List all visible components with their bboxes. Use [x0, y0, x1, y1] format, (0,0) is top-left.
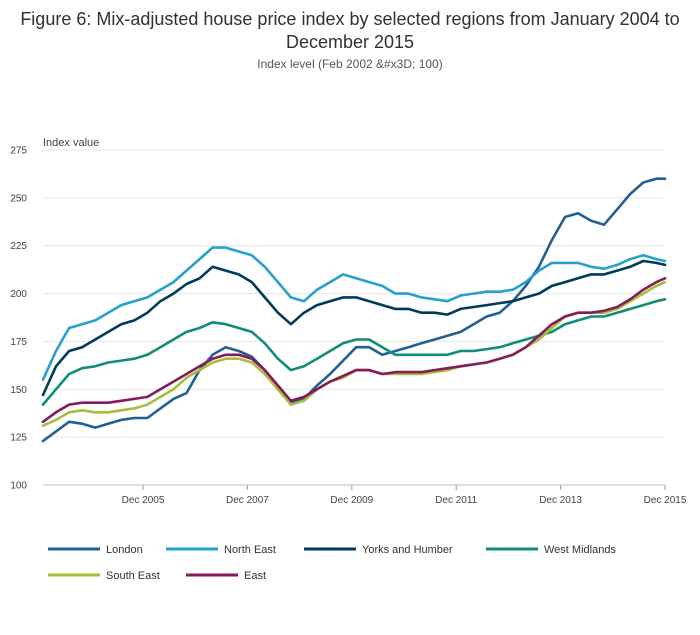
legend-label-north-east: North East [224, 544, 276, 556]
chart-title: Figure 6: Mix-adjusted house price index… [20, 9, 680, 52]
chart-subtitle: Index level (Feb 2002 &#x3D; 100) [257, 57, 443, 71]
x-tick-label: Dec 2015 [644, 495, 687, 506]
y-tick-label: 225 [10, 241, 27, 252]
x-tick-label: Dec 2013 [539, 495, 582, 506]
series-line-east [41, 277, 667, 424]
y-tick-label: 275 [10, 146, 27, 157]
x-tick-label: Dec 2007 [226, 495, 269, 506]
series-line-north-east [41, 246, 667, 381]
x-tick-label: Dec 2011 [435, 495, 478, 506]
series-line-london [41, 177, 667, 443]
y-tick-label: 100 [10, 481, 27, 492]
y-tick-label: 175 [10, 337, 27, 348]
legend-label-london: London [106, 544, 143, 556]
legend-label-south-east: South East [106, 570, 160, 582]
legend-label-yorks-and-humber: Yorks and Humber [362, 544, 453, 556]
legend-label-west-midlands: West Midlands [544, 544, 616, 556]
y-tick-label: 250 [10, 193, 27, 204]
y-axis-label: Index value [43, 137, 99, 149]
y-tick-label: 150 [10, 385, 27, 396]
series-line-south-east [41, 280, 667, 427]
series-line-yorks-and-humber [41, 259, 667, 397]
y-tick-label: 200 [10, 289, 27, 300]
y-tick-label: 125 [10, 433, 27, 444]
x-tick-label: Dec 2005 [122, 495, 165, 506]
series-line-west-midlands [41, 298, 667, 406]
x-tick-label: Dec 2009 [330, 495, 373, 506]
legend-label-east: East [244, 570, 266, 582]
